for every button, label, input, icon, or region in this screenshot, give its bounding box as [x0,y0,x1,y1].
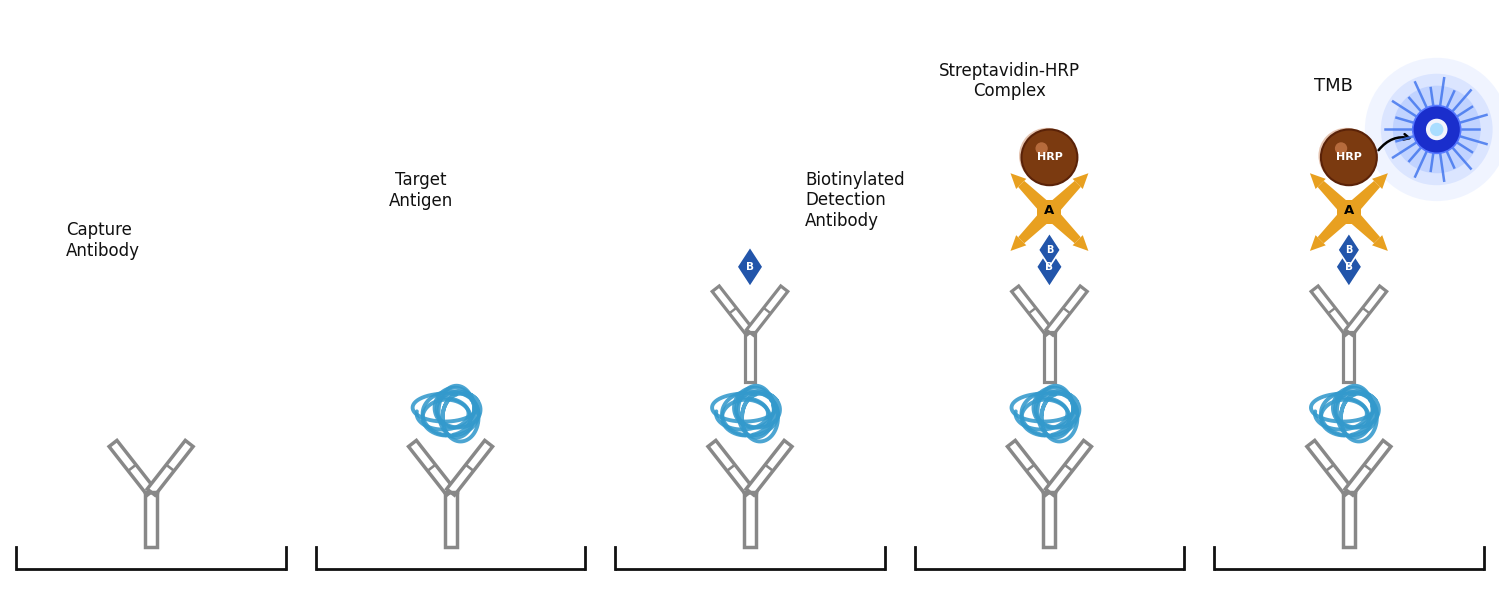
Circle shape [1413,106,1461,154]
Polygon shape [1008,440,1053,495]
Polygon shape [746,440,792,495]
Polygon shape [1311,286,1353,335]
Polygon shape [1344,207,1380,243]
Polygon shape [1346,440,1390,495]
Bar [146,492,158,547]
Text: Target
Antigen: Target Antigen [388,171,453,210]
Polygon shape [1011,235,1026,251]
Circle shape [1318,128,1374,184]
Polygon shape [1310,173,1326,189]
Text: HRP: HRP [1336,152,1362,163]
Polygon shape [1344,181,1380,217]
Polygon shape [1046,286,1088,335]
Polygon shape [1310,235,1326,251]
Polygon shape [747,286,788,335]
Polygon shape [1046,440,1092,495]
Polygon shape [110,440,154,495]
Circle shape [1019,128,1076,184]
Circle shape [1335,142,1347,155]
Text: Biotinylated
Detection
Antibody: Biotinylated Detection Antibody [806,170,904,230]
Text: B: B [1046,262,1053,272]
Bar [1336,200,1360,224]
Circle shape [1035,142,1048,155]
Text: Capture
Antibody: Capture Antibody [66,221,141,260]
Circle shape [1028,136,1071,179]
Text: B: B [1346,245,1353,255]
Text: TMB: TMB [1314,77,1353,95]
Circle shape [1323,132,1372,181]
Polygon shape [1317,207,1354,243]
Polygon shape [1044,207,1080,243]
Polygon shape [1336,247,1362,287]
Text: B: B [1346,262,1353,272]
Circle shape [1322,130,1377,185]
Circle shape [1430,123,1443,136]
Circle shape [1365,58,1500,201]
Bar [444,492,456,547]
Text: A: A [1044,203,1054,217]
Polygon shape [1036,247,1062,287]
Text: A: A [1344,203,1354,217]
Polygon shape [1072,235,1089,251]
Bar [1044,492,1056,547]
Circle shape [1022,130,1077,185]
Polygon shape [1038,233,1060,267]
Polygon shape [1306,440,1353,495]
Bar [1038,200,1062,224]
Polygon shape [736,247,764,287]
Polygon shape [447,440,492,495]
Circle shape [1426,119,1448,140]
Bar [1342,492,1354,547]
Polygon shape [1011,286,1053,335]
Polygon shape [147,440,194,495]
Polygon shape [1372,173,1388,189]
Text: B: B [1046,245,1053,255]
Polygon shape [1044,181,1080,217]
Polygon shape [1019,207,1054,243]
Polygon shape [408,440,454,495]
Circle shape [1394,86,1480,173]
Bar [1344,332,1354,382]
Bar [1044,332,1054,382]
Bar [744,332,756,382]
Bar [744,492,756,547]
Polygon shape [1346,286,1386,335]
Text: HRP: HRP [1036,152,1062,163]
Circle shape [1328,136,1370,179]
Polygon shape [1372,235,1388,251]
Polygon shape [1338,233,1360,267]
Circle shape [1382,74,1492,185]
Text: Streptavidin-HRP
Complex: Streptavidin-HRP Complex [939,62,1080,100]
Text: B: B [746,262,754,272]
Circle shape [1023,132,1072,181]
Polygon shape [712,286,753,335]
Polygon shape [1019,181,1054,217]
Polygon shape [708,440,754,495]
Polygon shape [1317,181,1354,217]
Polygon shape [1072,173,1089,189]
Polygon shape [1011,173,1026,189]
